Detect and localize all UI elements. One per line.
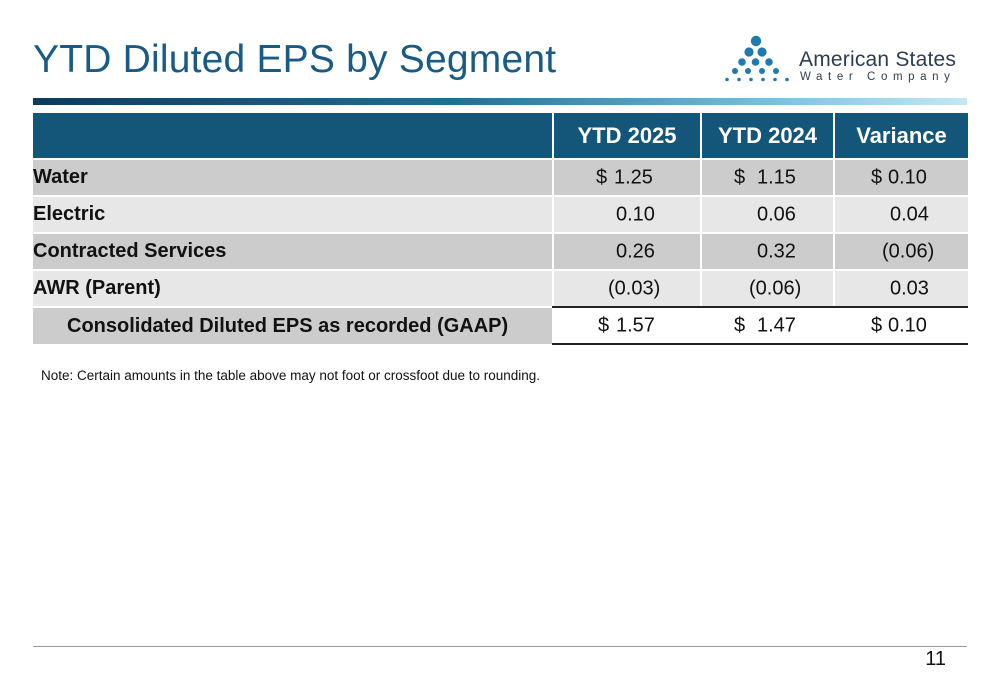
page-number: 11 <box>925 648 946 670</box>
cell-ytd-2025: (0.03) <box>552 269 701 308</box>
currency-symbol: $ <box>596 166 608 188</box>
cell-value: 0.03 <box>890 277 929 299</box>
cell-value: 0.10 <box>888 166 927 188</box>
header-variance: Variance <box>833 113 968 159</box>
logo-name-line2: Water Company <box>800 71 956 83</box>
cell-value: 1.15 <box>757 166 796 188</box>
currency-symbol: $ <box>871 166 883 188</box>
cell-value: 1.25 <box>614 166 653 188</box>
cell-ytd-2024: $1.15 <box>700 158 834 196</box>
cell-value: (0.06) <box>749 277 802 299</box>
cell-variance: $0.10 <box>833 158 968 196</box>
cell-variance: 0.03 <box>833 269 968 308</box>
cell-ytd-2024: 0.32 <box>700 232 834 270</box>
eps-table: YTD 2025 YTD 2024 Variance Water $1.25 $… <box>33 113 968 345</box>
currency-symbol: $ <box>734 166 746 188</box>
cell-ytd-2025: $1.57 <box>552 306 701 345</box>
cell-value: 1.57 <box>616 314 655 336</box>
row-label: Consolidated Diluted EPS as recorded (GA… <box>33 306 553 344</box>
table-row: Contracted Services 0.26 0.32 (0.06) <box>33 232 968 270</box>
cell-ytd-2025: 0.10 <box>552 195 701 233</box>
table-row-total: Consolidated Diluted EPS as recorded (GA… <box>33 306 968 345</box>
cell-value: (0.03) <box>608 277 661 299</box>
cell-ytd-2024: $1.47 <box>700 306 834 345</box>
cell-ytd-2025: 0.26 <box>552 232 701 270</box>
currency-symbol: $ <box>734 314 746 336</box>
footer-divider <box>33 646 967 647</box>
company-logo: American States Water Company <box>722 34 972 86</box>
table-header-row: YTD 2025 YTD 2024 Variance <box>33 113 968 159</box>
cell-value: 0.04 <box>890 203 929 225</box>
water-drops-pyramid-icon <box>725 35 789 82</box>
cell-variance: $0.10 <box>833 306 968 345</box>
cell-value: 0.06 <box>757 203 796 225</box>
header-ytd-2024: YTD 2024 <box>700 113 834 159</box>
rounding-note: Note: Certain amounts in the table above… <box>41 368 541 383</box>
title-divider <box>33 98 967 105</box>
cell-variance: 0.04 <box>833 195 968 233</box>
table-row: Water $1.25 $1.15 $0.10 <box>33 158 968 196</box>
table-row: Electric 0.10 0.06 0.04 <box>33 195 968 233</box>
header-segment <box>33 113 553 159</box>
currency-symbol: $ <box>598 314 610 336</box>
row-label: AWR (Parent) <box>33 269 553 307</box>
header-ytd-2025: YTD 2025 <box>552 113 701 159</box>
slide-title: YTD Diluted EPS by Segment <box>33 38 557 81</box>
table-row: AWR (Parent) (0.03) (0.06) 0.03 <box>33 269 968 308</box>
cell-value: 0.10 <box>888 314 927 336</box>
logo-name-line1: American States <box>799 48 957 71</box>
cell-ytd-2025: $1.25 <box>552 158 701 196</box>
cell-ytd-2024: 0.06 <box>700 195 834 233</box>
cell-value: (0.06) <box>882 240 935 262</box>
currency-symbol: $ <box>871 314 883 336</box>
cell-value: 0.10 <box>616 203 655 225</box>
row-label: Contracted Services <box>33 232 553 270</box>
cell-variance: (0.06) <box>833 232 968 270</box>
cell-value: 0.32 <box>757 240 796 262</box>
cell-ytd-2024: (0.06) <box>700 269 834 308</box>
cell-value: 1.47 <box>757 314 796 336</box>
cell-value: 0.26 <box>616 240 655 262</box>
row-label: Water <box>33 158 553 196</box>
row-label: Electric <box>33 195 553 233</box>
